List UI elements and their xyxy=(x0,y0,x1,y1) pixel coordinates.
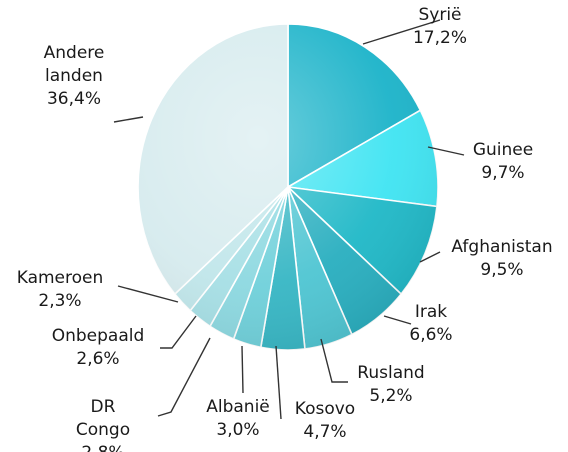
label-andere-landen: Andere landen 36,4% xyxy=(44,43,105,109)
label-irak: Irak 6,6% xyxy=(409,302,452,345)
label-onbepaald: Onbepaald 2,6% xyxy=(52,326,145,369)
label-kameroen: Kameroen 2,3% xyxy=(17,268,104,311)
label-rusland: Rusland 5,2% xyxy=(357,363,424,406)
label-guinee: Guinee 9,7% xyxy=(473,140,533,183)
leader-onbepaald xyxy=(160,315,197,349)
leader-afghanistan xyxy=(419,251,441,263)
leader-lines xyxy=(113,19,465,420)
leader-andere-landen xyxy=(113,116,144,123)
pie-slices xyxy=(137,23,439,351)
label-syrie: Syrië 17,2% xyxy=(413,5,467,48)
leader-albanie xyxy=(241,345,244,394)
slice-labels: Syrië 17,2% Guinee 9,7% Afghanistan 9,5% Irak 6… xyxy=(17,5,553,452)
leader-syrie xyxy=(362,19,441,45)
label-kosovo: Kosovo 4,7% xyxy=(295,399,355,442)
leader-dr-congo xyxy=(157,337,211,417)
leader-rusland xyxy=(320,338,348,383)
leader-kosovo xyxy=(275,345,282,420)
label-afghanistan: Afghanistan 9,5% xyxy=(451,237,552,280)
leader-kameroen xyxy=(117,285,179,303)
leader-guinee xyxy=(427,146,465,156)
label-albanie: Albanië 3,0% xyxy=(206,397,270,440)
label-dr-congo: DRCongo2,8% xyxy=(76,397,130,452)
leader-irak xyxy=(383,315,412,325)
